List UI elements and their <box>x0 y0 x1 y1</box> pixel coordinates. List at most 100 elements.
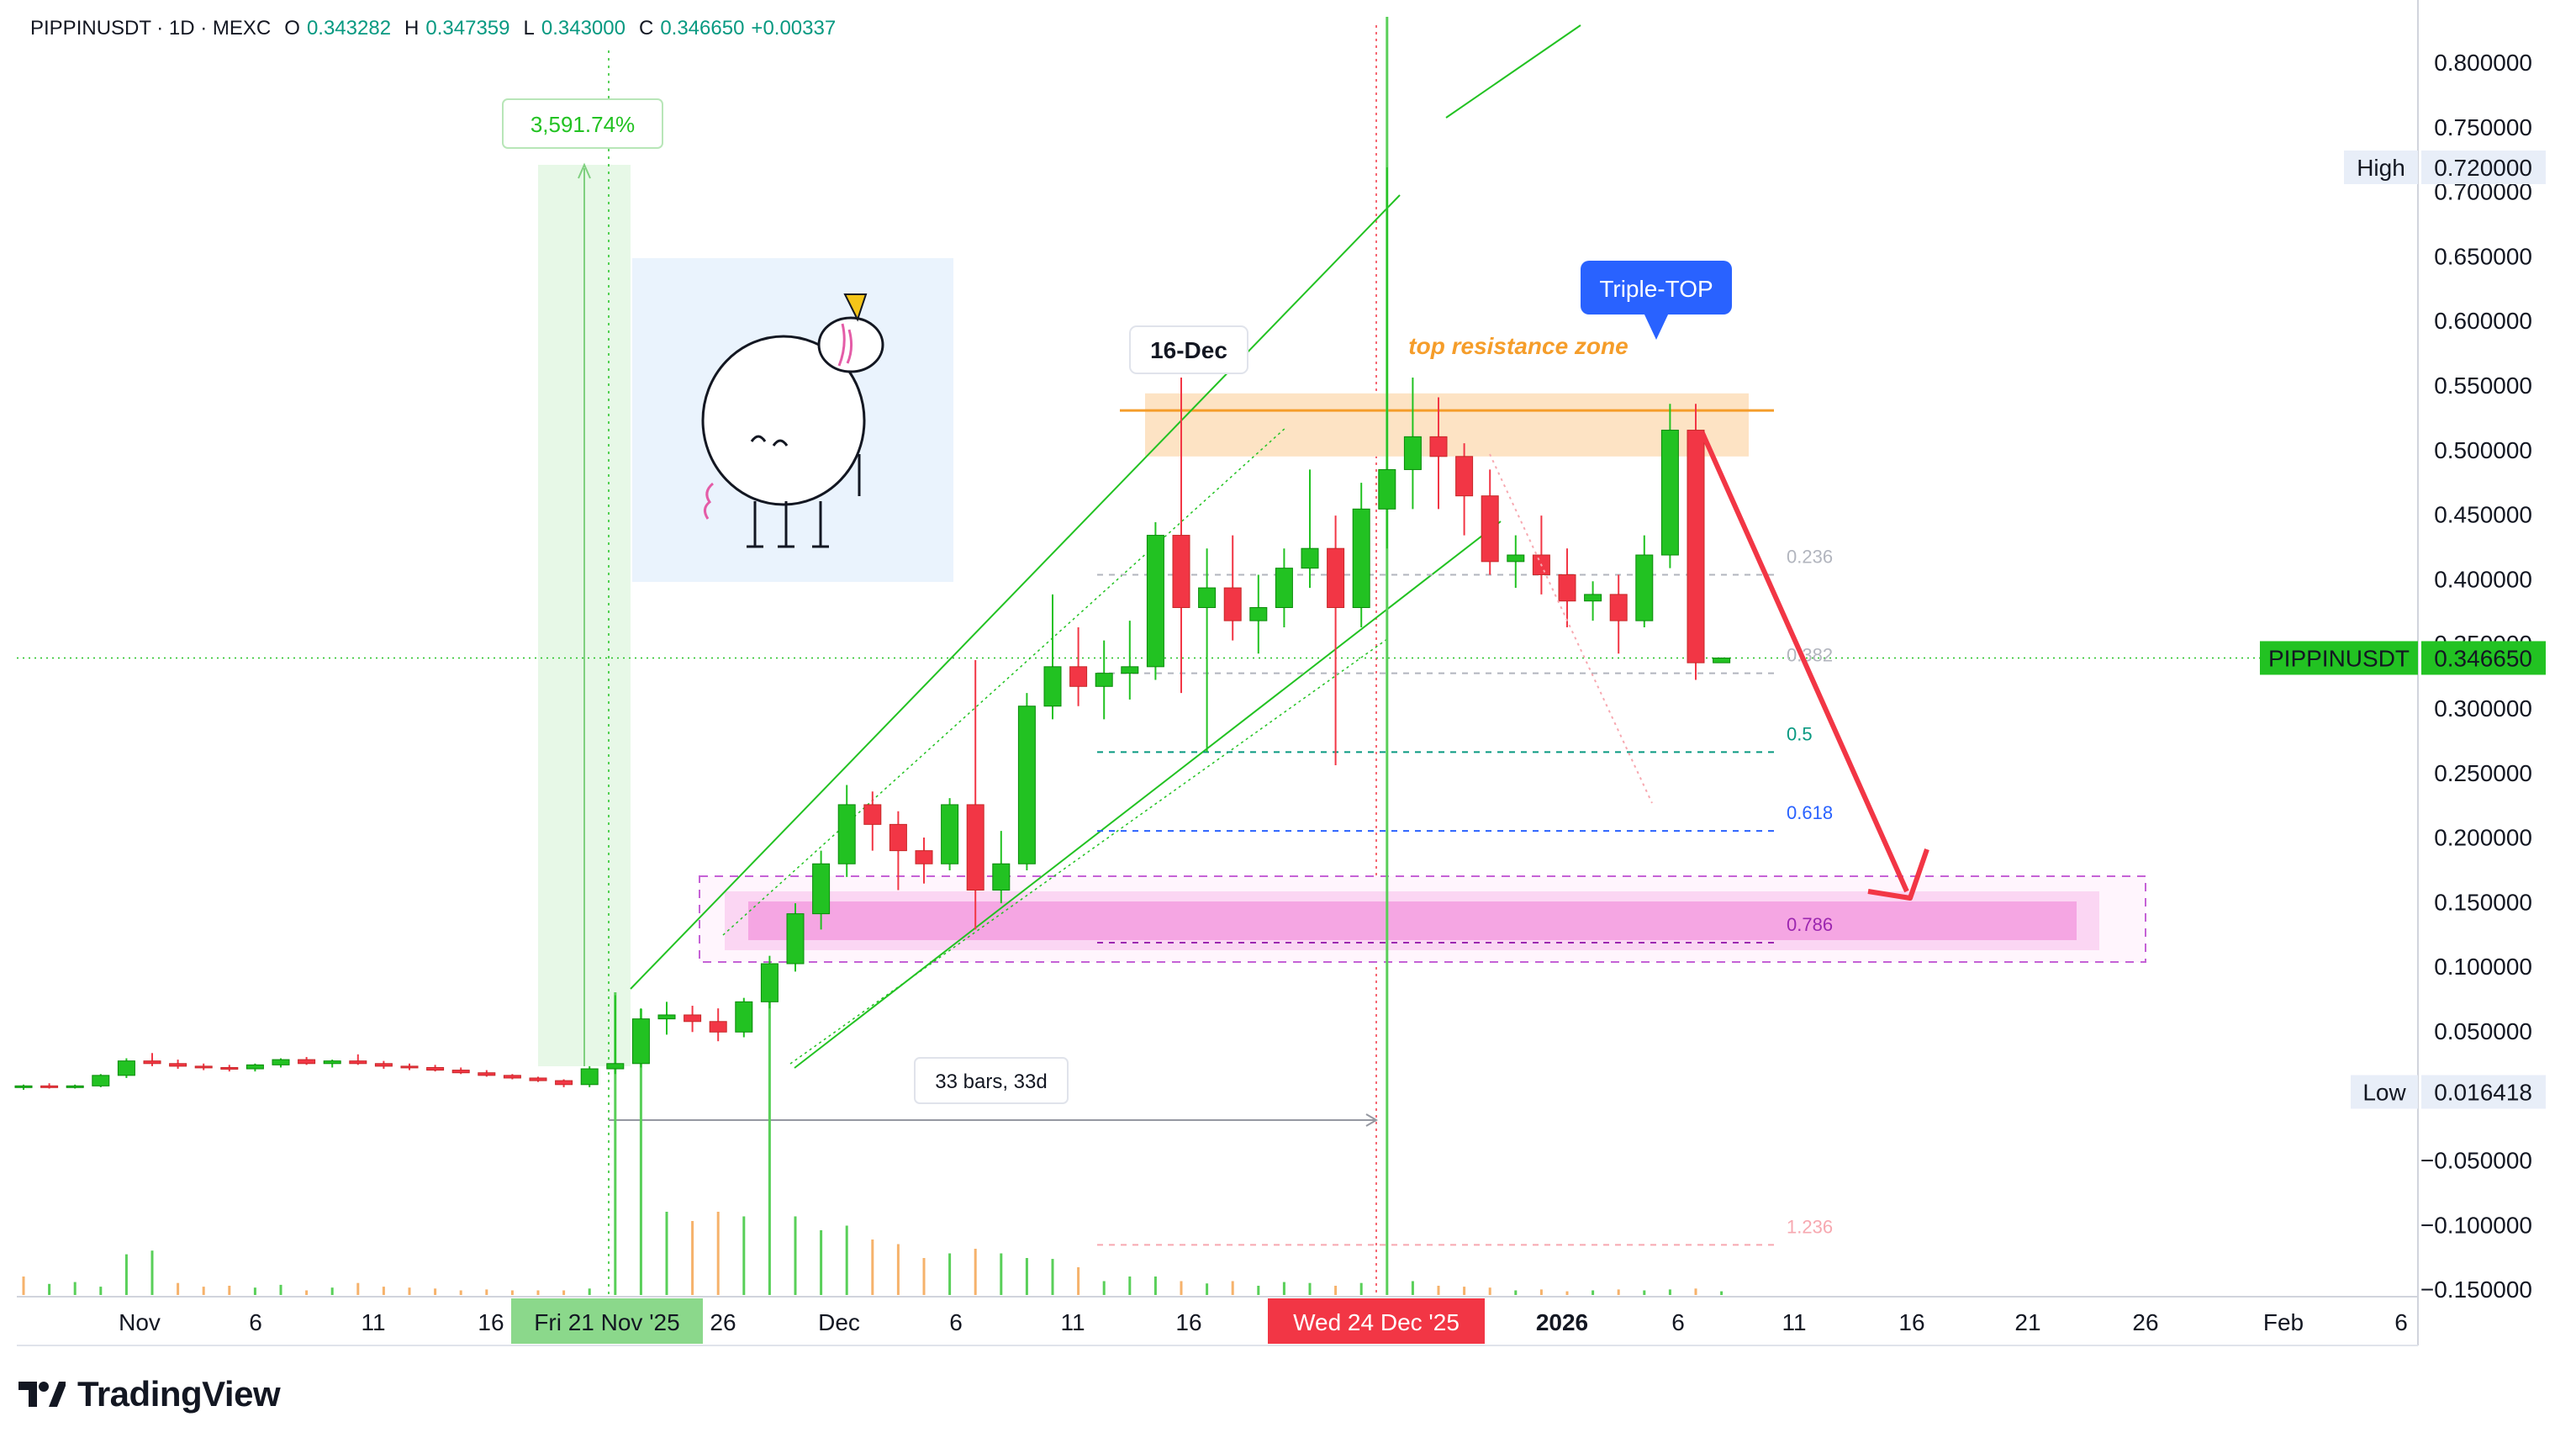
candle-body <box>1635 554 1654 621</box>
channel-mid-line <box>722 426 1287 936</box>
x-tick-label: 2026 <box>1536 1309 1588 1335</box>
candle-body <box>503 1075 521 1079</box>
volume-bar <box>1102 1281 1106 1295</box>
candle-body <box>760 963 779 1002</box>
x-tick-label: Feb <box>2263 1309 2304 1335</box>
x-tick-label: Dec <box>818 1309 860 1335</box>
candle-body <box>631 1018 650 1065</box>
volume-bar <box>665 1212 668 1295</box>
volume-bar <box>1437 1286 1440 1295</box>
fib-label-0.5: 0.5 <box>1787 723 1813 744</box>
fib-label-0.236: 0.236 <box>1787 546 1833 567</box>
target-arrowhead <box>1867 848 1929 901</box>
candle-body <box>786 913 805 965</box>
candle-body <box>529 1077 547 1081</box>
volume-bar <box>820 1230 823 1295</box>
bird-eye-icon <box>750 435 767 442</box>
volume-bar <box>1694 1288 1697 1295</box>
fib-label-0.786: 0.786 <box>1787 914 1833 935</box>
volume-bar <box>1308 1282 1312 1295</box>
candle-body <box>1198 587 1217 609</box>
candle-body <box>1403 436 1422 470</box>
high-value: 0.720000 <box>2434 155 2532 181</box>
volume-bar <box>356 1282 360 1295</box>
candle-body <box>735 1001 753 1033</box>
volume-bar <box>459 1290 462 1295</box>
volume-bar <box>1539 1289 1543 1295</box>
x-tick-label: 26 <box>710 1309 736 1335</box>
date-callout: 16-Dec <box>1150 337 1227 363</box>
y-tick-label: 0.500000 <box>2434 437 2532 463</box>
candle-body <box>580 1068 599 1086</box>
low-label: Low <box>2362 1080 2406 1106</box>
y-tick-label: 0.400000 <box>2434 566 2532 592</box>
tradingview-brand[interactable]: TradingView <box>18 1374 281 1414</box>
volume-bar <box>768 967 771 1295</box>
symbol-name[interactable]: PIPPINUSDT · 1D · MEXC <box>30 17 272 40</box>
volume-bar <box>99 1287 103 1295</box>
high-value: 0.347359 <box>425 17 510 40</box>
volume-bar <box>1386 17 1389 1295</box>
brand-name: TradingView <box>77 1374 281 1414</box>
volume-bar <box>150 1250 154 1295</box>
volume-bar <box>73 1282 77 1295</box>
date-callout-box <box>1129 325 1248 374</box>
x-highlight-right-box <box>1268 1298 1485 1344</box>
high-label-box <box>2344 151 2418 185</box>
volume-bar <box>562 1290 566 1295</box>
candle-body <box>1713 658 1731 663</box>
high-label: High <box>2357 155 2405 181</box>
candle-body <box>1146 535 1164 668</box>
symbol-header: PIPPINUSDT · 1D · MEXC O 0.343282 H 0.3473… <box>30 17 836 40</box>
y-tick-label: 0.650000 <box>2434 243 2532 269</box>
volume-bar <box>177 1282 180 1295</box>
fib-label-1.236: 1.236 <box>1787 1216 1833 1237</box>
candle-body <box>1121 666 1139 674</box>
low-value: 0.343000 <box>541 17 626 40</box>
x-tick-label: 6 <box>249 1309 262 1335</box>
channel-upper-extension <box>1445 24 1581 119</box>
x-tick-label: 26 <box>2132 1309 2158 1335</box>
candle-body <box>349 1060 367 1065</box>
volume-bar <box>794 1216 797 1295</box>
gain-measure-arrowhead <box>578 162 591 179</box>
volume-bar <box>253 1287 256 1295</box>
volume-bar <box>1051 1259 1054 1295</box>
volume-bar <box>202 1287 205 1295</box>
y-tick-label: 0.200000 <box>2434 825 2532 851</box>
volume-bar <box>691 1221 694 1295</box>
candle-body <box>966 804 984 891</box>
candle-body <box>143 1060 161 1065</box>
volume-bar <box>1025 1258 1028 1295</box>
fib-label-0.618: 0.618 <box>1787 802 1833 823</box>
candle-body <box>812 863 831 915</box>
open-value: 0.343282 <box>306 17 392 40</box>
volume-bar <box>510 1290 514 1295</box>
candle-body <box>374 1063 393 1067</box>
party-hat-icon <box>843 293 868 322</box>
channel-lower-line <box>794 521 1502 1069</box>
y-tick-label: 0.600000 <box>2434 308 2532 334</box>
candle-body <box>1172 535 1190 609</box>
candle-body <box>272 1059 290 1065</box>
candle-body <box>657 1014 676 1020</box>
y-tick-label: 0.750000 <box>2434 114 2532 140</box>
volume-bar <box>1334 1286 1338 1295</box>
candle-body <box>298 1059 316 1065</box>
high-value-box <box>2421 151 2546 185</box>
volume-bar <box>588 1288 591 1295</box>
volume-bar <box>124 1254 128 1295</box>
candle-body <box>555 1080 573 1086</box>
candle-body <box>1660 430 1679 556</box>
candle-body <box>478 1072 496 1076</box>
bird-tail-icon <box>704 482 715 520</box>
low-label: L <box>523 17 535 40</box>
close-label: C <box>638 17 654 40</box>
candle-body <box>1352 508 1370 609</box>
volume-bar <box>845 1225 848 1295</box>
candle-body <box>66 1085 84 1088</box>
gain-label: 3,591.74% <box>531 112 635 137</box>
close-value: 0.346650 <box>660 17 745 40</box>
